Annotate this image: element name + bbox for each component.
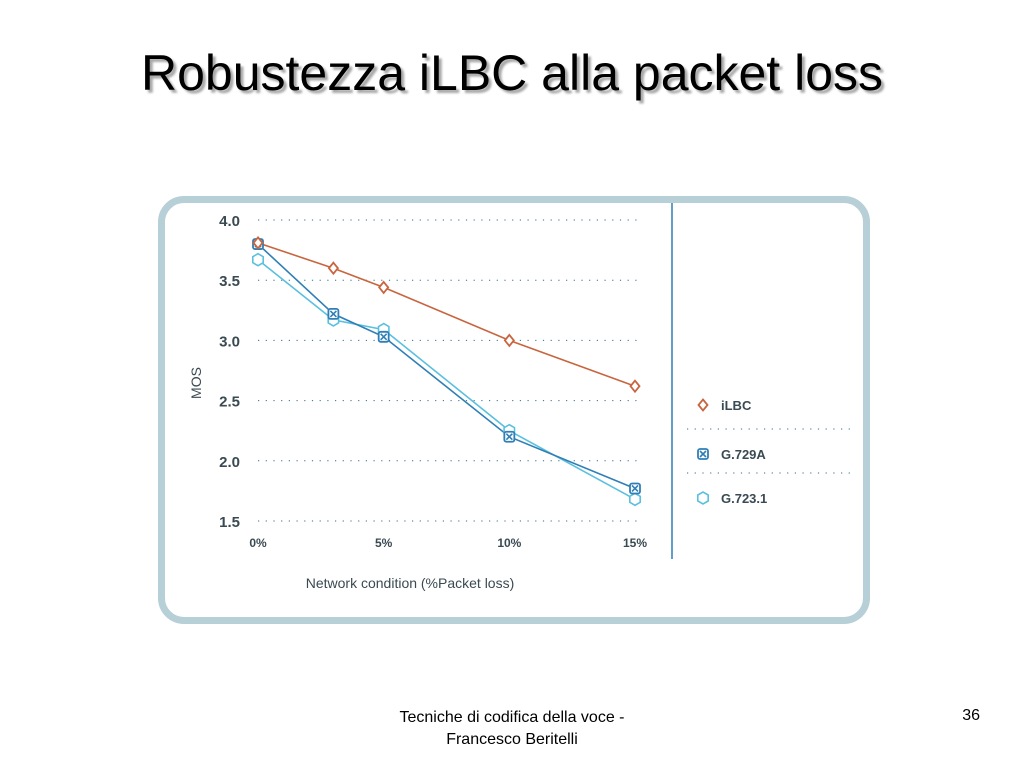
y-tick-label: 4.0 [219,213,240,230]
x-tick-label: 10% [497,536,521,550]
y-axis-title: MOS [188,367,204,399]
y-tick-label: 3.0 [219,333,240,350]
chart-frame: 4.0 3.5 3.0 2.5 2.0 1.5 0% 5% 10% 15% Network cond… [158,196,870,624]
data-point-g7231 [252,252,264,267]
data-point-g729a-cross [380,333,388,341]
data-point-g729a-cross [631,484,639,493]
slide-footer: Tecniche di codifica della voce - France… [340,707,684,751]
data-point-ilbc [327,261,340,276]
x-tick-label: 5% [375,536,393,550]
footer-course: Tecniche di codifica della voce - [399,709,625,726]
legend-label: iLBC [721,398,752,413]
data-point-ilbc [503,333,515,348]
x-axis-title: Network condition (%Packet loss) [306,575,515,591]
mos-line-chart: 4.0 3.5 3.0 2.5 2.0 1.5 0% 5% 10% 15% Network cond… [188,203,855,591]
legend-marker-ilbc [697,398,709,412]
slide-title: Robustezza iLBC alla packet loss [140,45,884,101]
y-tick-label: 3.5 [219,273,240,290]
data-point-g7231 [628,492,642,507]
x-tick-label: 15% [623,536,647,550]
data-point-ilbc [378,280,390,295]
y-tick-label: 1.5 [219,514,240,531]
data-point-g729a-cross [505,433,513,441]
series-line-ilbc [257,242,636,387]
y-tick-label: 2.5 [219,394,240,411]
data-point-g729a-cross [329,310,337,318]
legend-label: G.723.1 [721,491,767,506]
data-point-ilbc [629,379,641,394]
footer-author: Francesco Beritelli [446,731,578,748]
x-tick-label: 0% [249,536,267,550]
y-tick-label: 2.0 [219,454,240,471]
legend-marker-g7231 [696,491,710,505]
legend-marker-g729a-cross [699,450,707,458]
legend-label: G.729A [721,447,766,462]
page-number: 36 [962,707,980,724]
data-point-ilbc [252,235,264,250]
